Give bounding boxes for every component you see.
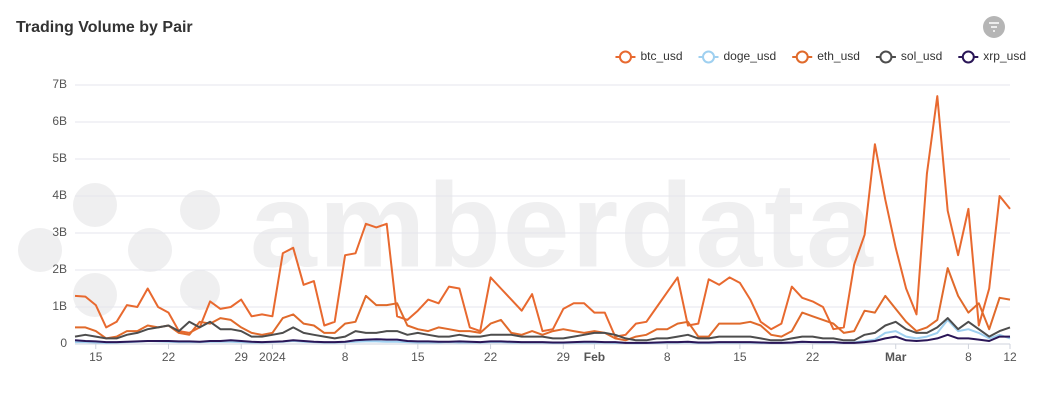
y-tick-label: 1B	[52, 299, 67, 313]
x-tick-label: 15	[89, 350, 103, 364]
legend-label: btc_usd	[640, 49, 682, 63]
x-tick-label: 2024	[259, 350, 286, 364]
y-tick-label: 2B	[52, 262, 67, 276]
y-tick-label: 6B	[52, 114, 67, 128]
legend-label: eth_usd	[817, 49, 860, 63]
x-tick-label: 12	[1003, 350, 1017, 364]
watermark-logo	[18, 183, 220, 317]
legend-marker	[618, 50, 632, 64]
x-tick-label: 8	[664, 350, 671, 364]
filter-button[interactable]	[983, 16, 1005, 38]
legend-marker	[961, 50, 975, 64]
legend-label: xrp_usd	[983, 49, 1026, 63]
x-tick-label: Feb	[584, 350, 605, 364]
legend-marker	[795, 50, 809, 64]
y-tick-label: 3B	[52, 225, 67, 239]
legend-label: doge_usd	[724, 49, 777, 63]
legend-item[interactable]: xrp_usd	[958, 49, 1026, 64]
y-tick-label: 0	[60, 336, 67, 350]
x-tick-label: 22	[484, 350, 498, 364]
legend-marker	[702, 50, 715, 64]
legend-item[interactable]: doge_usd	[698, 49, 777, 64]
chart-title: Trading Volume by Pair	[16, 19, 193, 36]
series-line	[74, 317, 1011, 342]
series-line	[75, 267, 1011, 342]
x-tick-label: 8	[965, 350, 972, 364]
series-line	[74, 333, 1010, 344]
legend-item[interactable]: eth_usd	[792, 49, 860, 64]
x-tick-label: 29	[235, 350, 249, 364]
legend: btc_usd doge_usd eth_usd sol_usd xrp_usd	[615, 49, 1026, 64]
legend-item[interactable]: sol_usd	[875, 49, 942, 64]
y-tick-label: 4B	[52, 188, 67, 202]
legend-marker	[879, 50, 893, 64]
x-tick-label: Mar	[885, 350, 907, 364]
watermark: amberdata	[250, 159, 875, 293]
legend-label: sol_usd	[901, 49, 942, 63]
x-tick-label: 29	[557, 350, 571, 364]
x-tick-label: 8	[342, 350, 349, 364]
series-line	[74, 95, 1011, 338]
x-tick-label: 15	[733, 350, 747, 364]
x-tick-label: 22	[806, 350, 820, 364]
x-tick-label: 22	[162, 350, 176, 364]
y-tick-label: 7B	[52, 77, 67, 91]
y-tick-label: 5B	[52, 151, 67, 165]
x-tick-label: 15	[411, 350, 425, 364]
legend-item[interactable]: btc_usd	[615, 49, 683, 64]
